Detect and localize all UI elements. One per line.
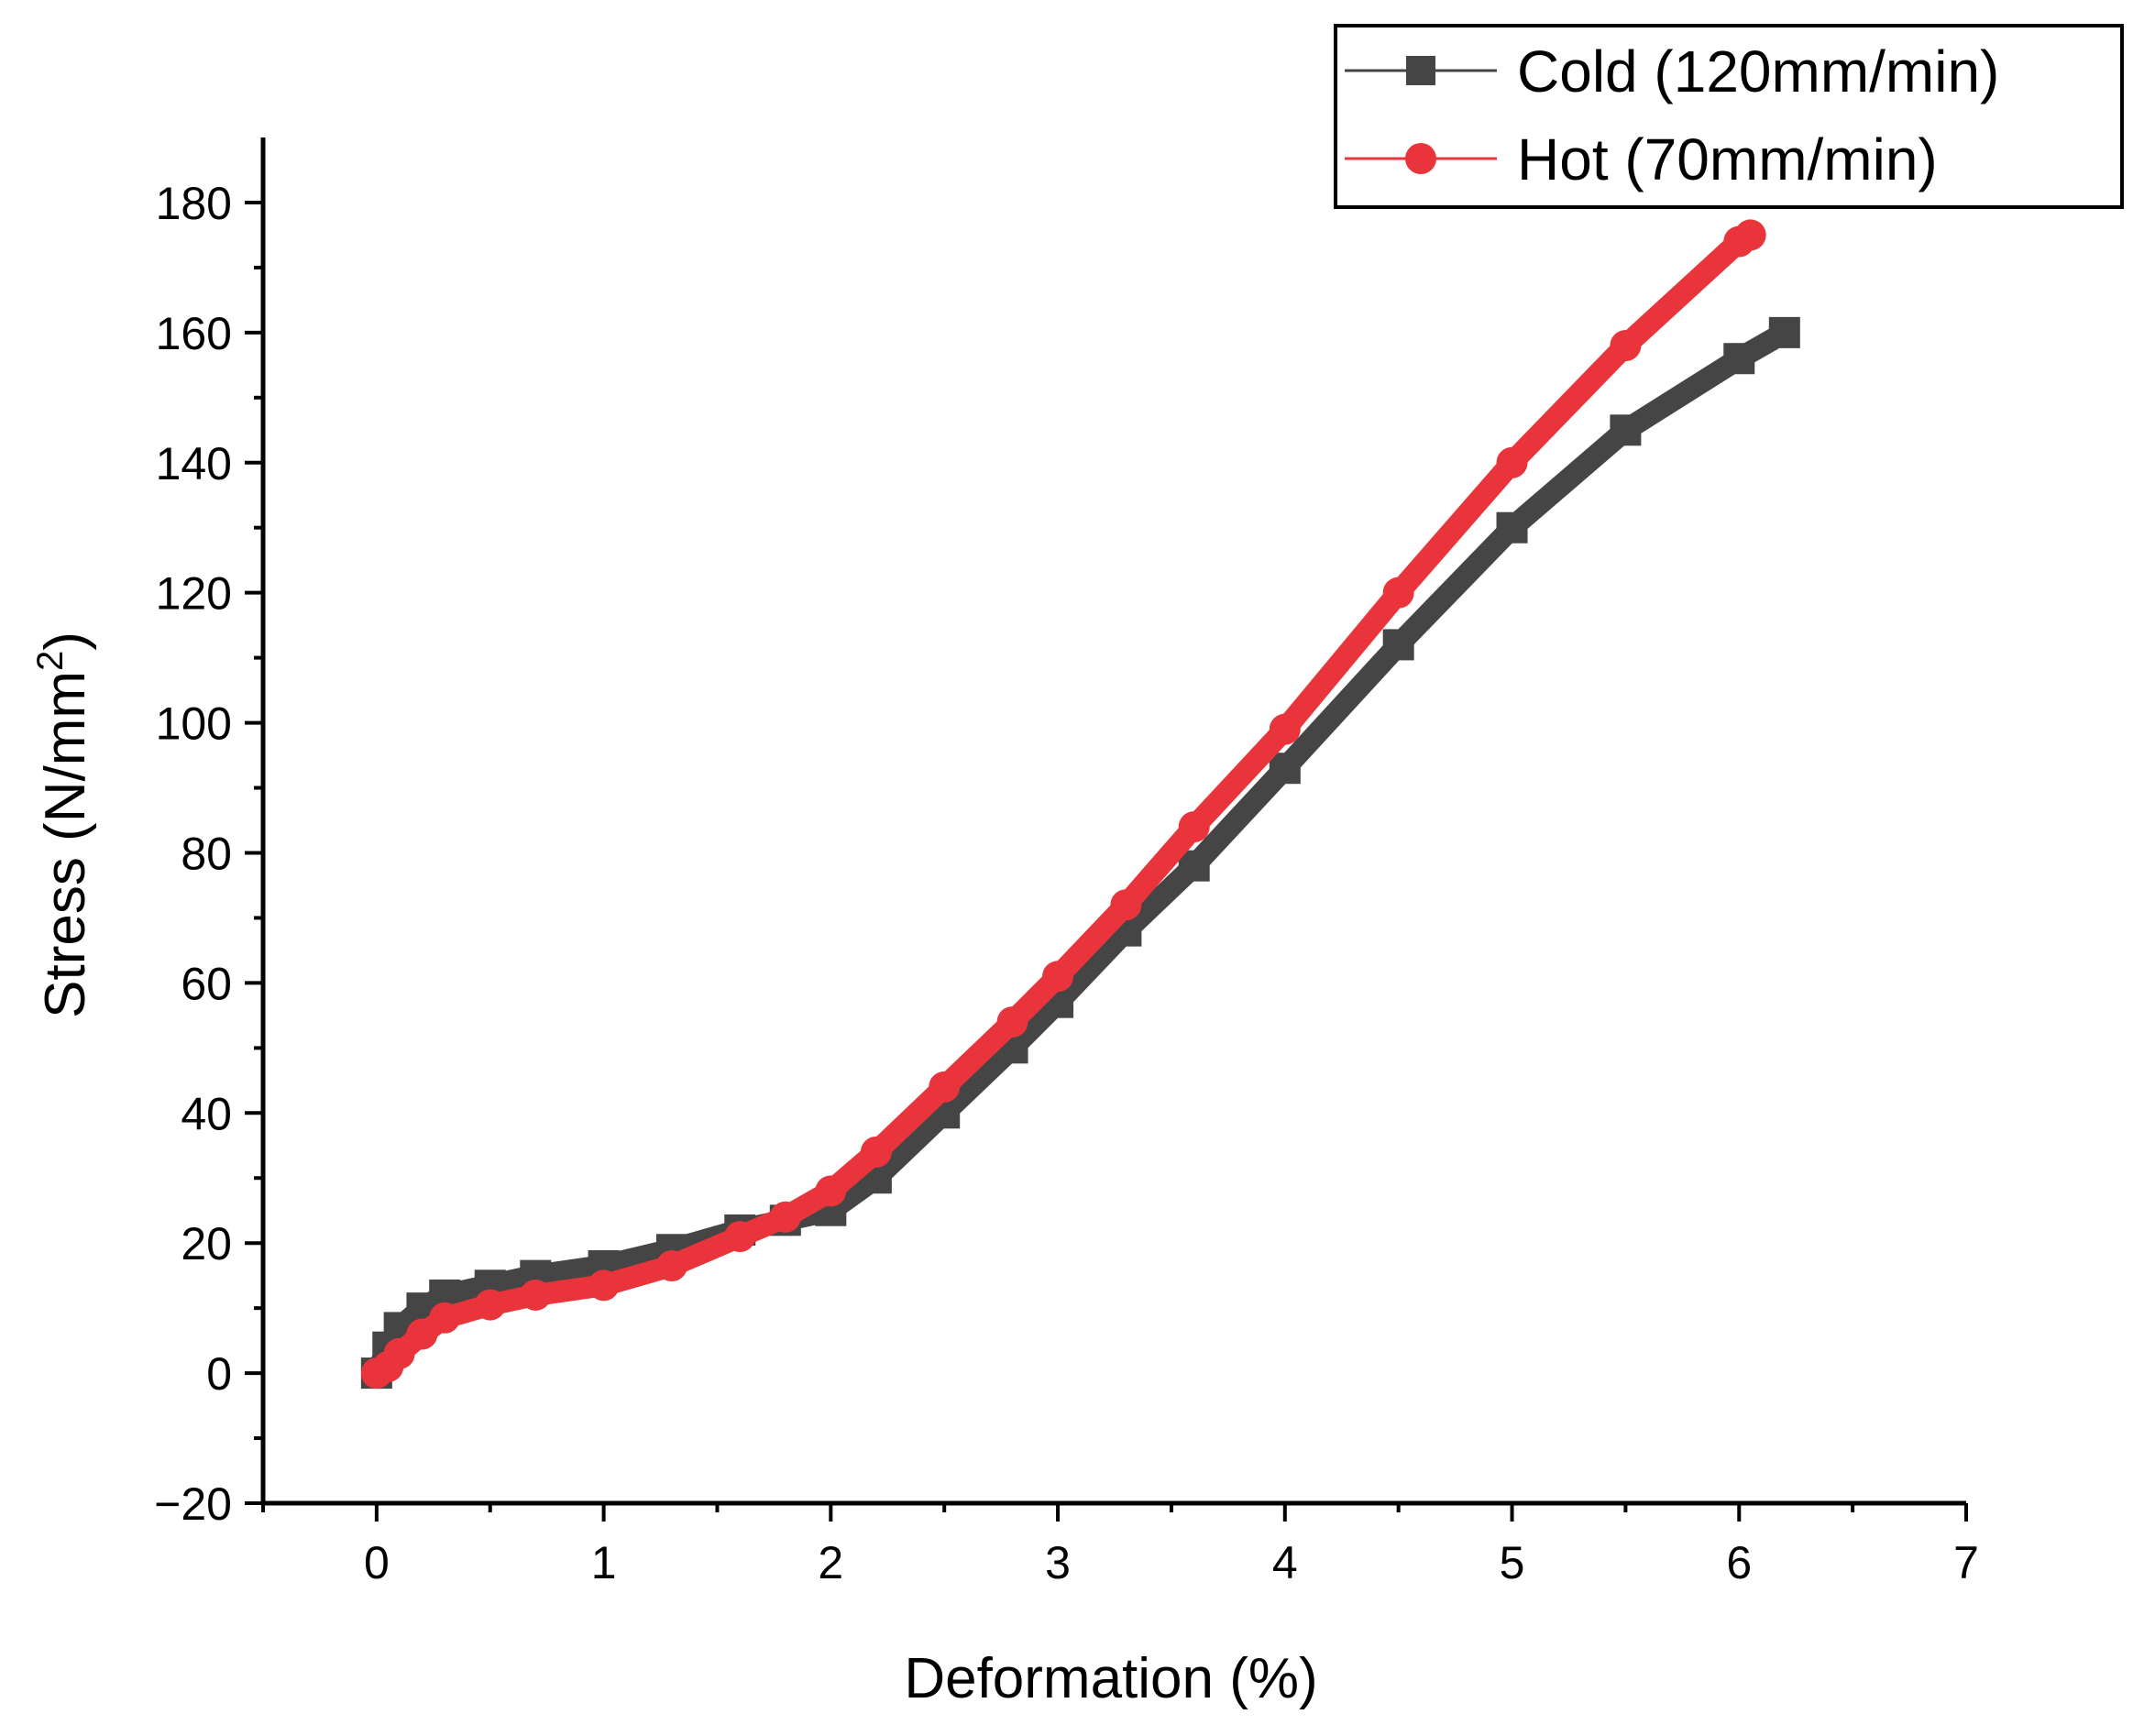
y-tick-label: 140: [156, 438, 232, 489]
y-tick-label: 40: [181, 1088, 232, 1139]
data-point: [655, 1250, 687, 1282]
x-tick-label: 5: [1500, 1537, 1525, 1588]
data-point: [929, 1071, 961, 1103]
data-point: [815, 1175, 847, 1207]
y-tick-label: −20: [154, 1478, 232, 1530]
legend-marker-hot: [1405, 143, 1436, 174]
y-tick-label: 120: [156, 568, 232, 620]
x-axis-title: Deformation (%): [904, 1647, 1317, 1710]
y-tick-label: 180: [156, 178, 232, 229]
series-layer: [360, 219, 1800, 1390]
y-tick-label: 100: [156, 698, 232, 750]
y-tick-label: 160: [156, 308, 232, 359]
data-point: [860, 1136, 892, 1168]
x-tick-label: 3: [1045, 1537, 1071, 1588]
data-point: [429, 1302, 461, 1334]
data-point: [1496, 511, 1528, 544]
data-point: [383, 1337, 415, 1369]
axes: −20 0 20 40 60 80 100 120 140 160 180 0 1 2 3 4 5 6 7: [154, 137, 1979, 1588]
y-axis-title: Stress (N/mm2): [30, 632, 97, 1018]
legend-entry-cold: Cold (120mm/min): [1345, 38, 1999, 104]
data-point: [474, 1289, 506, 1321]
legend: Cold (120mm/min) Hot (70mm/min): [1334, 24, 2124, 209]
legend-marker-cold: [1406, 56, 1435, 85]
data-point: [1496, 446, 1528, 478]
x-tick-label: 0: [364, 1537, 390, 1588]
series-hot: [360, 219, 1766, 1390]
data-point: [1042, 961, 1074, 993]
data-point: [1610, 330, 1642, 362]
y-tick-label: 0: [206, 1348, 232, 1400]
data-point: [1382, 577, 1414, 609]
legend-box: [1334, 24, 2124, 209]
x-tick-label: 2: [818, 1537, 843, 1588]
series-cold: [360, 316, 1800, 1390]
data-point: [996, 1005, 1028, 1038]
y-tick-label: 60: [181, 958, 232, 1009]
series-line: [365, 321, 1796, 1385]
data-point: [1723, 343, 1755, 375]
data-point: [1269, 753, 1301, 785]
data-point: [1768, 316, 1800, 348]
data-point: [724, 1221, 756, 1253]
x-tick-label: 7: [1953, 1537, 1979, 1588]
y-tick-label: 20: [181, 1218, 232, 1269]
legend-label-hot: Hot (70mm/min): [1517, 126, 1938, 192]
y-tick-label: 80: [181, 828, 232, 879]
data-point: [769, 1201, 801, 1233]
x-tick-label: 4: [1272, 1537, 1298, 1588]
x-tick-label: 1: [591, 1537, 617, 1588]
series-line: [365, 224, 1762, 1385]
data-point: [1269, 713, 1301, 745]
data-point: [1110, 889, 1142, 921]
data-point: [520, 1279, 552, 1311]
data-point: [1178, 850, 1210, 882]
data-point: [1734, 219, 1766, 251]
legend-entry-hot: Hot (70mm/min): [1345, 126, 1938, 192]
data-point: [588, 1269, 620, 1302]
data-point: [1382, 629, 1414, 661]
data-point: [1178, 811, 1210, 843]
legend-label-cold: Cold (120mm/min): [1517, 38, 1999, 104]
data-point: [1610, 414, 1642, 446]
data-point: [406, 1318, 438, 1350]
x-tick-label: 6: [1726, 1537, 1752, 1588]
